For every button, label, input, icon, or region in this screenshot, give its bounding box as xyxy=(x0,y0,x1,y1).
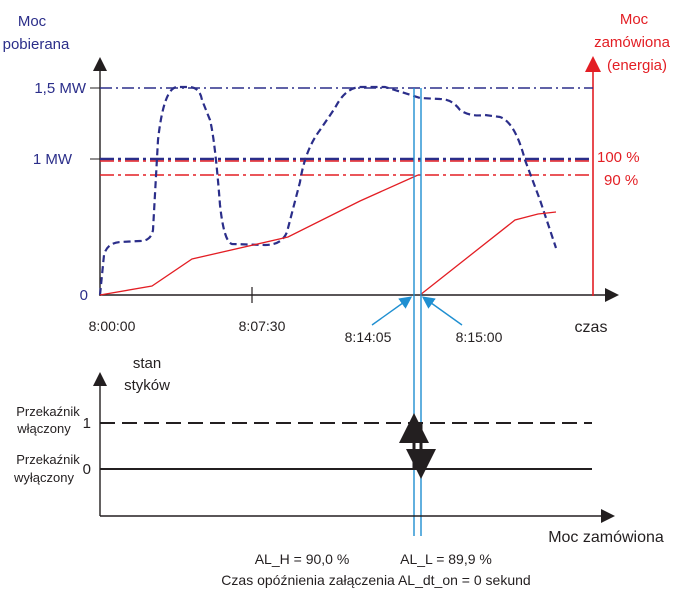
time-label-8-15-00: 8:15:00 xyxy=(456,329,503,345)
energy-curve-2 xyxy=(419,211,557,296)
relay-on-label-2: włączony xyxy=(16,421,71,436)
relay-off-label-2: wyłączony xyxy=(13,470,74,485)
time-label-8-00-00: 8:00:00 xyxy=(89,318,136,334)
al-l-label: AL_L = 89,9 % xyxy=(400,551,492,567)
delay-label: Czas opóźnienia załączenia AL_dt_on = 0 … xyxy=(221,572,530,588)
right-axis-title-1: Moc xyxy=(620,11,649,28)
time-label-8-07-30: 8:07:30 xyxy=(239,318,286,334)
state-title-1: stan xyxy=(133,355,161,372)
al-h-label: AL_H = 90,0 % xyxy=(255,551,350,567)
left-axis-title-1: Moc xyxy=(18,13,47,30)
label-90pct: 90 % xyxy=(604,172,638,189)
pointer-arrow-8-14-05 xyxy=(371,296,413,326)
level-one: 1 xyxy=(83,415,91,432)
level-zero: 0 xyxy=(83,461,91,478)
time-label-8-14-05: 8:14:05 xyxy=(345,329,392,345)
pointer-arrow-8-15-00 xyxy=(421,296,463,326)
tick-1-5mw: 1,5 MW xyxy=(34,80,87,97)
state-title-2: styków xyxy=(124,377,170,394)
relay-on-label-1: Przekaźnik xyxy=(16,404,80,419)
energy-curve-1 xyxy=(99,174,419,296)
left-axis-title-2: pobierana xyxy=(3,36,70,53)
tick-zero: 0 xyxy=(80,287,88,304)
right-axis-title-3: (energia) xyxy=(607,57,667,74)
label-100pct: 100 % xyxy=(597,149,640,166)
tick-1mw: 1 MW xyxy=(33,151,73,168)
power-axis-label: Moc zamówiona xyxy=(548,529,664,546)
relay-off-label-1: Przekaźnik xyxy=(16,452,80,467)
time-axis-label: czas xyxy=(575,319,608,336)
power-curve xyxy=(98,85,558,296)
right-axis-title-2: zamówiona xyxy=(594,34,671,51)
